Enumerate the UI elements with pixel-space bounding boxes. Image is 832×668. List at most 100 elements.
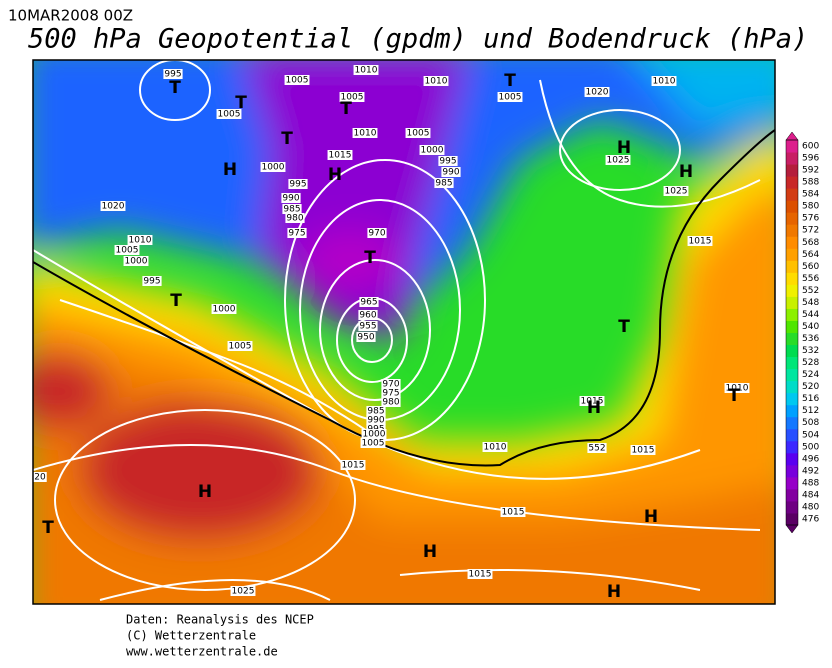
isobar-label-bg (216, 109, 242, 119)
isobar-label: 995 (143, 277, 160, 287)
isobar-label: 975 (288, 229, 305, 239)
colorbar-swatch (786, 236, 798, 249)
colorbar-label: 580 (802, 202, 819, 212)
isobar-label-bg (260, 162, 286, 172)
isobar-label: 1010 (484, 443, 507, 453)
colorbar-swatch (786, 320, 798, 333)
isobar-label-bg (381, 379, 401, 389)
footer-line: Daten: Reanalysis des NCEP (126, 613, 314, 627)
isobar-label-bg (497, 92, 523, 102)
colorbar-label: 492 (802, 466, 819, 476)
isobar-label: 1005 (362, 439, 385, 449)
isobar-label-bg (127, 235, 153, 245)
isobar-label-bg (227, 341, 253, 351)
colorbar-swatch (786, 140, 798, 153)
colorbar-label: 480 (802, 502, 819, 512)
isobar-label: 990 (282, 194, 299, 204)
colorbar: 476 480 484 488 492 496 500 504 508 512 516 520 524 5… (785, 131, 819, 534)
colorbar-label: 560 (802, 262, 819, 272)
colorbar-label: 516 (802, 394, 819, 404)
isobar-label: 552 (588, 444, 605, 454)
isobar-label-bg (724, 383, 750, 393)
colorbar-swatch (786, 272, 798, 285)
isobar-label-bg (339, 92, 365, 102)
colorbar-label: 552 (802, 286, 819, 296)
isobar-label-bg (123, 256, 149, 266)
isobar-label-bg (405, 128, 431, 138)
isobar-label: 1005 (229, 342, 252, 352)
isobar-label-bg (230, 586, 256, 596)
colorbar-label: 476 (802, 514, 819, 524)
map-title: 500 hPa Geopotential (gpdm) und Bodendru… (28, 24, 808, 55)
colorbar-swatch (786, 308, 798, 321)
isobar-label: 1005 (407, 129, 430, 139)
isobar-label: 1015 (632, 446, 655, 456)
isobar-label-bg (352, 128, 378, 138)
isobar-label-bg (419, 145, 445, 155)
isobar-label: 995 (164, 70, 181, 80)
footer-line: (C) Wetterzentrale (126, 629, 256, 643)
colorbar-swatch (786, 224, 798, 237)
colorbar-swatch (786, 248, 798, 261)
colorbar-label: 592 (802, 166, 819, 176)
isobar-label: 1020 (102, 202, 125, 212)
isobar-label-bg (358, 310, 378, 320)
isobar-label-bg (211, 304, 237, 314)
colorbar-top-arrow (785, 131, 799, 141)
colorbar-label: 572 (802, 226, 819, 236)
colorbar-label: 576 (802, 214, 819, 224)
isobar-label-bg (33, 472, 47, 482)
pressure-system: H (617, 138, 631, 158)
isobar-label: 1000 (213, 305, 236, 315)
isobar-label-bg (651, 76, 677, 86)
colorbar-swatch (786, 368, 798, 382)
pressure-system: H (607, 582, 621, 602)
isobar-label: 970 (368, 229, 385, 239)
isobar-label: 1020 (586, 88, 609, 98)
isobar-label-bg (381, 388, 401, 398)
isobar-label: 1000 (421, 146, 444, 156)
colorbar-label: 596 (802, 154, 819, 164)
colorbar-swatch (786, 500, 798, 514)
isobar-label: 955 (359, 322, 376, 332)
isobar-label-bg (282, 204, 302, 214)
isobar-label-bg (340, 460, 366, 470)
pressure-system: T (42, 518, 54, 538)
isobar-label: 1005 (499, 93, 522, 103)
colorbar-label: 556 (802, 274, 819, 284)
colorbar-label: 568 (802, 238, 819, 248)
map-date: 10MAR2008 00Z (8, 7, 133, 25)
isobar-label-bg (381, 397, 401, 407)
isobar-label: 1000 (125, 257, 148, 267)
map-frame (32, 59, 776, 605)
colorbar-label: 504 (802, 430, 819, 440)
pressure-system: H (679, 162, 693, 182)
isobar-label-bg (358, 321, 378, 331)
pressure-system: T (170, 291, 182, 311)
pressure-system: H (644, 507, 658, 527)
isobar-label: 1005 (116, 246, 139, 256)
isobar-label: 985 (283, 205, 300, 215)
colorbar-label: 536 (802, 334, 819, 344)
colorbar-swatch (786, 392, 798, 406)
isobar-label: 950 (357, 333, 374, 343)
colorbar-label: 548 (802, 298, 819, 308)
colorbar-swatch (786, 416, 798, 430)
colorbar-label: 532 (802, 346, 819, 356)
isobar-label-bg (441, 167, 461, 177)
isobar-label-bg (359, 297, 379, 307)
isobar-label-bg (434, 178, 454, 188)
isobar-label: 975 (382, 389, 399, 399)
colorbar-swatch (786, 164, 798, 177)
colorbar-swatch (786, 344, 798, 358)
isobar-label: 1025 (232, 587, 255, 597)
colorbar-swatch (786, 488, 798, 502)
isobar-label: 1015 (329, 151, 352, 161)
isobar-label-bg (467, 569, 493, 579)
colorbar-label: 488 (802, 478, 819, 488)
isobar-label-bg (142, 276, 162, 286)
